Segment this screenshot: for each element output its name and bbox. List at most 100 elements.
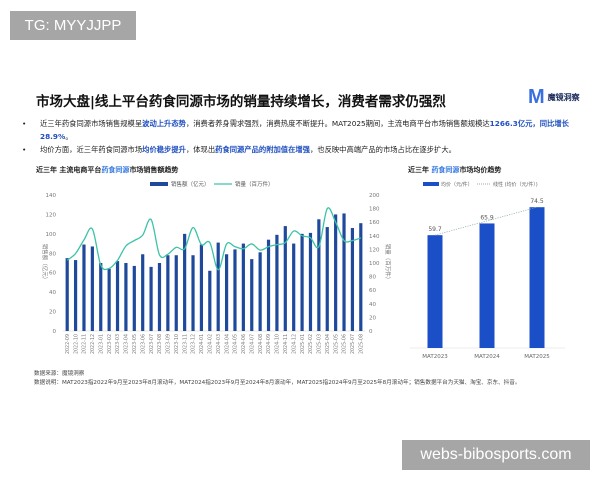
x-tick-label: 2023-10 bbox=[174, 334, 180, 354]
x-tick-label: 2024-09 bbox=[266, 334, 272, 354]
sales-bar bbox=[90, 246, 94, 331]
sales-bar bbox=[82, 244, 86, 331]
left-axis-tick: 100 bbox=[46, 232, 57, 238]
bullet-text-part: 。 bbox=[65, 132, 73, 141]
bullet-text: 近三年药食同源市场销售规模呈波动上升态势，消费者养身需求强烈，消费热度不断提升。… bbox=[40, 117, 577, 143]
x-tick-label: 2024-12 bbox=[291, 334, 297, 354]
x-tick-label: 2023-06 bbox=[140, 334, 146, 354]
sales-bar bbox=[157, 263, 162, 331]
x-tick-label: 2022-11 bbox=[82, 334, 88, 354]
sales-bar bbox=[250, 259, 254, 331]
legend-label: 销售额（亿元） bbox=[171, 180, 210, 188]
x-tick-label: 2025-06 bbox=[342, 334, 348, 354]
right-axis-tick: 20 bbox=[369, 315, 376, 321]
data-explanation: 数据说明：MAT2023指2022年9月至2023年8月滚动年，MAT2024指… bbox=[34, 379, 521, 386]
sales-bar bbox=[166, 255, 170, 331]
x-tick-label: 2024-10 bbox=[275, 334, 281, 354]
title-part: 近三年 bbox=[408, 166, 432, 174]
sales-bar bbox=[342, 213, 346, 331]
legend-bar-swatch bbox=[423, 182, 439, 186]
x-tick-label: 2024-05 bbox=[233, 334, 239, 354]
x-tick-label: 2023-07 bbox=[149, 334, 155, 354]
x-tick-label: MAT2025 bbox=[524, 354, 550, 360]
sales-bar bbox=[334, 214, 338, 331]
sales-bar bbox=[65, 258, 69, 331]
trend-line bbox=[434, 206, 538, 236]
x-tick-label: MAT2024 bbox=[474, 354, 500, 360]
title-part: 近三年 主流电商平台 bbox=[36, 166, 102, 174]
bullet-text: 均价方面，近三年药食同源市场均价稳步提升，体现出药食同源产品的附加值在增强，也反… bbox=[40, 143, 456, 156]
x-tick-label: 2023-02 bbox=[107, 334, 113, 354]
right-axis-tick: 100 bbox=[369, 261, 380, 267]
bullet-list: • 近三年药食同源市场销售规模呈波动上升态势，消费者养身需求强烈，消费热度不断提升… bbox=[22, 117, 577, 156]
x-tick-label: 2024-04 bbox=[224, 334, 230, 354]
x-tick-label: 2023-03 bbox=[115, 334, 121, 354]
x-tick-label: 2025-05 bbox=[333, 334, 339, 354]
x-tick-label: 2025-04 bbox=[325, 334, 331, 354]
data-label: 74.5 bbox=[530, 198, 544, 205]
bullet-text-part: ，消费者养身需求强烈，消费热度不断提升。MAT2025期间，主流电商平台市场销售… bbox=[185, 119, 490, 128]
data-notes: 数据来源：魔镜洞察 数据说明：MAT2023指2022年9月至2023年8月滚动… bbox=[34, 370, 520, 387]
sales-bar bbox=[308, 232, 313, 331]
x-tick-label: 2023-05 bbox=[132, 334, 138, 354]
bullet-text-part: ，体现出 bbox=[185, 145, 216, 154]
left-chart-title: 近三年 主流电商平台药食同源市场销售额趋势 bbox=[36, 165, 178, 175]
sales-bar bbox=[174, 255, 178, 331]
data-source: 数据来源：魔镜洞察 bbox=[34, 371, 85, 377]
slide-title: 市场大盘|线上平台药食同源市场的销量持续增长，消费者需求仍强烈 bbox=[36, 94, 446, 110]
sales-bar bbox=[233, 249, 237, 331]
x-tick-label: 2024-03 bbox=[216, 334, 222, 354]
title-part: 市场均价趋势 bbox=[459, 166, 502, 174]
x-tick-label: 2023-12 bbox=[191, 334, 197, 354]
right-axis-tick: 160 bbox=[369, 220, 380, 226]
data-label: 59.7 bbox=[428, 226, 442, 233]
sales-bar bbox=[115, 261, 120, 331]
sales-bar bbox=[317, 219, 321, 331]
watermark-bottom-right: webs-bibosports.com bbox=[402, 440, 590, 470]
x-tick-label: 2022-12 bbox=[90, 334, 96, 354]
sales-bar bbox=[325, 227, 329, 331]
sales-bar bbox=[107, 268, 111, 331]
logo-text: 魔镜洞察 bbox=[547, 93, 580, 102]
x-tick-label: 2024-01 bbox=[199, 334, 205, 354]
sales-bar bbox=[183, 233, 187, 331]
x-tick-label: 2024-07 bbox=[249, 334, 255, 354]
legend-label: 销量（百万件） bbox=[235, 180, 274, 188]
sales-bar bbox=[258, 252, 262, 331]
sales-bar bbox=[124, 263, 128, 331]
left-axis-tick: 20 bbox=[49, 310, 56, 316]
left-axis-tick: 80 bbox=[49, 251, 56, 257]
data-label: 65.9 bbox=[480, 214, 494, 221]
left-axis-tick: 120 bbox=[46, 212, 57, 218]
sales-bar bbox=[292, 243, 296, 331]
x-tick-label: 2025-07 bbox=[350, 334, 356, 354]
logo: M 魔镜洞察 bbox=[528, 86, 580, 109]
bullet-text-part: 均价方面，近三年药食同源市场 bbox=[40, 145, 143, 154]
right-axis-tick: 0 bbox=[369, 329, 373, 335]
x-tick-label: 2023-09 bbox=[166, 334, 172, 354]
sales-bar bbox=[216, 242, 220, 331]
right-axis-tick: 180 bbox=[369, 207, 380, 213]
left-axis-tick: 60 bbox=[49, 271, 56, 277]
left-axis-tick: 40 bbox=[49, 290, 56, 296]
sales-bar bbox=[73, 260, 78, 331]
x-tick-label: 2023-04 bbox=[124, 334, 130, 354]
sales-bar bbox=[300, 233, 304, 331]
logo-m-icon: M bbox=[528, 86, 545, 108]
x-tick-label: 2025-01 bbox=[300, 334, 306, 354]
x-tick-label: MAT2023 bbox=[422, 354, 448, 360]
right-axis-tick: 60 bbox=[369, 288, 376, 294]
right-axis-tick: 120 bbox=[369, 247, 380, 253]
x-tick-label: 2022-10 bbox=[73, 334, 79, 354]
sales-bar bbox=[132, 265, 136, 331]
right-axis-label: 销量（百万件） bbox=[384, 244, 392, 283]
x-tick-label: 2025-02 bbox=[308, 334, 314, 354]
title-part: 市场销售额趋势 bbox=[129, 166, 179, 174]
x-tick-label: 2025-08 bbox=[359, 334, 365, 354]
sales-bar bbox=[191, 255, 195, 331]
title-highlight: 药食同源 bbox=[431, 166, 460, 174]
sales-bar bbox=[241, 243, 245, 331]
price-bar bbox=[427, 235, 443, 348]
x-tick-label: 2022-09 bbox=[65, 334, 71, 354]
sales-bar bbox=[350, 228, 355, 331]
